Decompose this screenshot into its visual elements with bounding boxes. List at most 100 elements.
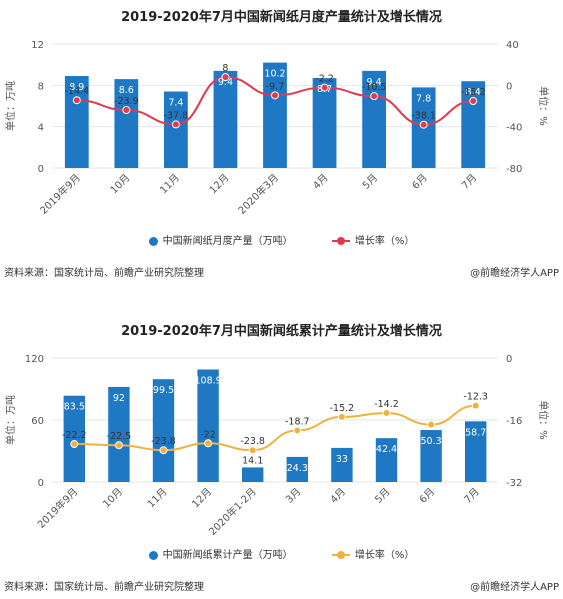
x-tick-label: 2019年9月 [35,485,81,531]
growth-value-label: -22.2 [62,430,87,441]
chart-panel-monthly: 2019-2020年7月中国新闻纸月度产量统计及增长情况 0 4 8 12 -80 -40… [0,0,563,285]
bar-value-label: 83.5 [64,402,85,413]
y-tick-label: 12 [31,40,44,51]
bar [263,62,287,168]
bar-value-label: 8.6 [119,85,134,96]
x-tick-label: 12月 [207,172,232,197]
y-tick-label: 60 [31,416,44,427]
growth-point [70,440,79,449]
y-tick-label: 120 [25,354,44,365]
growth-value-label: -15.2 [461,87,486,98]
growth-value-label: -12.3 [463,392,488,403]
x-tick-label: 3月 [283,486,303,506]
bar [108,386,130,482]
chart-svg-monthly: 0 4 8 12 -80 -40 0 40 单位：万吨 单位：% 8.9 8.6 7.4 9.4 10.2 8… [4,40,550,217]
y-tick-label: 8 [38,81,44,92]
x-tick-label: 4月 [311,172,331,192]
bar [331,447,353,482]
legend-item-bar: 中国新闻纸累计产量（万吨） [148,546,293,561]
growth-point [419,120,428,129]
bar-value-label: 58.7 [465,427,486,438]
bar-value-label: 50.3 [421,436,442,447]
legend-item-line: 增长率（%） [331,232,415,247]
growth-value-label: -23.8 [151,436,176,447]
x-tick-label: 2019年9月 [37,171,83,217]
bar [375,438,398,482]
x-tick-label: 11月 [157,172,182,197]
legend-line-swatch [331,237,350,245]
source-note: 资料来源：国家统计局、前瞻产业研究院整理 [4,268,204,279]
bar-value-label: 7.8 [416,93,431,104]
growth-point [271,91,279,100]
growth-value-label: -22.5 [107,431,132,442]
bar [420,430,442,482]
growth-value-label: -22 [200,429,216,440]
x-tick-label: 12月 [190,486,215,511]
growth-value-label: -9.7 [266,81,285,92]
bar-value-label: 92 [113,393,125,404]
y-axis-label: 单位：万吨 [4,395,17,445]
bar [63,395,86,482]
growth-value-label: -15.2 [330,403,355,414]
bar-value-label: 24.3 [287,463,308,474]
bar [114,79,139,168]
brand-credit: @前瞻经济学人APP [470,582,559,593]
growth-value-label: -14.2 [374,399,399,410]
growth-value-label: -18.7 [285,416,310,427]
growth-value-label: -23.8 [240,436,265,447]
chart-legend: 中国新闻纸月度产量（万吨） 增长率（%） [0,232,563,247]
legend-item-bar: 中国新闻纸月度产量（万吨） [148,232,293,247]
growth-value-label: -14.4 [64,86,89,97]
y2-tick-label: -32 [506,478,522,489]
bar-value-label: 14.1 [242,455,263,466]
y2-tick-label: -40 [506,123,522,134]
x-tick-label: 5月 [373,486,393,506]
legend-line-label: 增长率（%） [354,236,415,247]
x-tick-label: 11月 [145,486,170,511]
y2-tick-label: -80 [506,164,522,175]
bar-value-label: 108.9 [194,375,221,386]
chart-title: 2019-2020年7月中国新闻纸累计产量统计及增长情况 [121,324,442,339]
growth-value-label: -10.5 [362,82,387,93]
y2-tick-label: 0 [506,354,512,365]
y-tick-label: 0 [38,478,44,489]
legend-line-label: 增长率（%） [354,550,415,561]
chart-legend: 中国新闻纸累计产量（万吨） 增长率（%） [0,546,563,561]
x-tick-label: 7月 [462,486,482,506]
legend-bar-swatch [148,236,158,246]
growth-point [171,120,180,129]
growth-value-label: -38.1 [411,111,436,122]
bar [312,78,337,168]
growth-point [221,73,230,82]
bar-value-label: 9.4 [218,77,233,88]
x-tick-label: 7月 [459,172,479,192]
growth-point [320,83,329,92]
bar-value-label: 8.4 [466,87,481,98]
chart-svg-cumulative: 0 60 120 -32 -16 0 单位：万吨 单位：% 83.5 92 99.5 108.9 14.… [4,354,550,538]
growth-point [427,420,436,429]
x-tick-label: 4月 [328,486,348,506]
bar [197,369,219,482]
legend-bar-swatch [148,550,158,560]
legend-bar-label: 中国新闻纸累计产量（万吨） [162,550,293,561]
x-tick-label: 2020年3月 [235,171,281,217]
y2-tick-label: -16 [506,416,522,427]
y2-axis-label: 单位：% [537,86,550,126]
growth-point [114,441,123,450]
chart-panel-cumulative: 2019-2020年7月中国新闻纸累计产量统计及增长情况 0 60 120 -32 -1… [0,314,563,599]
bar-value-label: 8.7 [317,84,332,95]
x-tick-label: 10月 [100,486,125,511]
legend-line-swatch [331,551,350,559]
growth-point [382,409,391,418]
bar [163,91,188,168]
bar-value-label: 99.5 [153,385,174,396]
growth-point [159,446,168,455]
bar [213,70,238,168]
x-tick-label: 6月 [410,172,430,192]
bar-value-label: 33 [336,454,348,465]
legend-item-line: 增长率（%） [331,546,415,561]
growth-value-label: 8 [222,63,228,74]
growth-value-label: -37.8 [164,110,189,121]
bar-value-label: 9.4 [367,77,382,88]
bar-value-label: 7.4 [168,98,183,109]
